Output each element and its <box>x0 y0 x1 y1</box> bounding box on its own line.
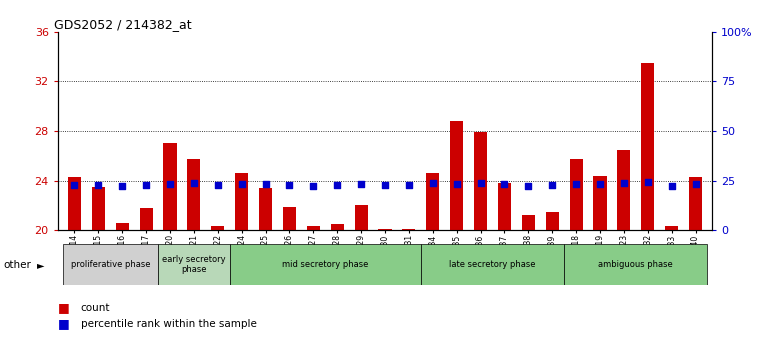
Bar <box>641 63 654 230</box>
Point <box>450 181 463 186</box>
Point <box>379 183 391 188</box>
Point <box>427 180 439 185</box>
Bar <box>522 215 535 230</box>
Text: ambiguous phase: ambiguous phase <box>598 260 673 269</box>
Point <box>69 182 81 187</box>
Bar <box>283 207 296 230</box>
Bar <box>474 132 487 230</box>
Bar <box>187 160 200 230</box>
Point <box>570 181 582 186</box>
Bar <box>211 227 224 230</box>
Point <box>546 182 558 187</box>
Bar <box>92 187 105 230</box>
Point <box>522 184 534 189</box>
Point <box>498 181 511 187</box>
Point <box>92 182 105 187</box>
Point <box>212 183 224 188</box>
Bar <box>158 244 229 285</box>
Bar <box>62 244 158 285</box>
Bar <box>594 176 607 230</box>
Point <box>331 183 343 188</box>
Point <box>307 183 320 189</box>
Bar <box>378 229 392 230</box>
Point <box>188 180 200 185</box>
Bar <box>450 121 464 230</box>
Text: percentile rank within the sample: percentile rank within the sample <box>81 319 256 329</box>
Text: early secretory
phase: early secretory phase <box>162 255 226 274</box>
Bar <box>564 244 708 285</box>
Point <box>474 180 487 185</box>
Bar <box>235 173 248 230</box>
Bar <box>259 188 272 230</box>
Bar <box>330 224 343 230</box>
Text: ■: ■ <box>58 302 69 314</box>
Bar <box>421 244 564 285</box>
Point <box>665 183 678 189</box>
Point <box>283 183 296 188</box>
Bar <box>665 227 678 230</box>
Point <box>689 181 701 186</box>
Point <box>164 181 176 186</box>
Point <box>259 181 272 187</box>
Bar <box>689 177 702 230</box>
Bar <box>570 160 583 230</box>
Point <box>641 179 654 184</box>
Bar <box>402 229 416 230</box>
Bar <box>163 143 176 230</box>
Text: proliferative phase: proliferative phase <box>71 260 150 269</box>
Text: ►: ► <box>37 259 45 270</box>
Bar <box>68 177 81 230</box>
Text: late secretory phase: late secretory phase <box>449 260 536 269</box>
Bar <box>498 183 511 230</box>
Bar <box>306 227 320 230</box>
Text: mid secretory phase: mid secretory phase <box>282 260 369 269</box>
Text: ■: ■ <box>58 318 69 330</box>
Bar <box>229 244 421 285</box>
Point <box>140 183 152 188</box>
Point <box>594 181 606 186</box>
Text: GDS2052 / 214382_at: GDS2052 / 214382_at <box>55 18 192 31</box>
Text: other: other <box>4 259 32 270</box>
Text: count: count <box>81 303 110 313</box>
Bar <box>427 173 440 230</box>
Bar <box>354 205 368 230</box>
Bar <box>546 212 559 230</box>
Bar <box>618 149 631 230</box>
Bar <box>139 208 152 230</box>
Point <box>236 181 248 186</box>
Point <box>355 182 367 187</box>
Point <box>116 184 129 189</box>
Point <box>618 180 630 185</box>
Bar <box>116 223 129 230</box>
Point <box>403 183 415 188</box>
